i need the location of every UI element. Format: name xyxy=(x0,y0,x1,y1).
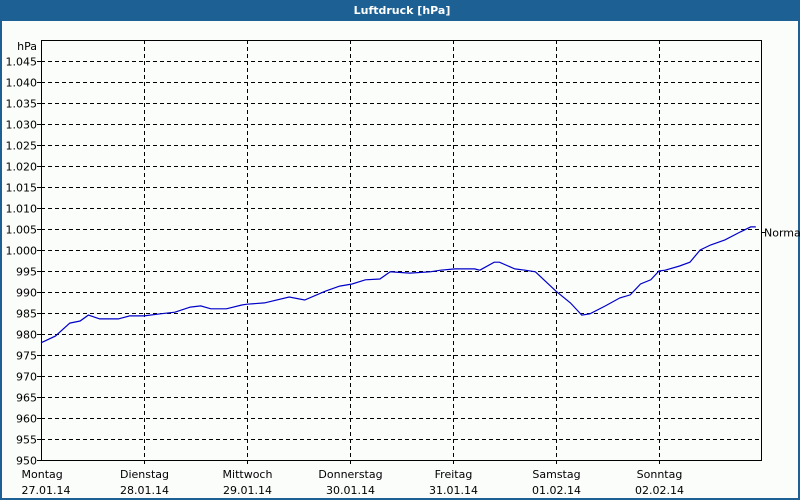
y-tick-label: 1.005 xyxy=(6,224,38,237)
x-tick-date-label: 30.01.14 xyxy=(326,484,375,497)
plot-area-border xyxy=(41,40,762,461)
x-tick-day-label: Montag xyxy=(22,468,63,481)
y-tick-label: 965 xyxy=(16,392,37,405)
y-tick-label: 1.025 xyxy=(6,140,38,153)
x-tick-day-label: Sonntag xyxy=(637,468,683,481)
x-tick-day-label: Samstag xyxy=(532,468,580,481)
y-tick-label: 985 xyxy=(16,308,37,321)
x-tick-date-label: 02.02.14 xyxy=(635,484,684,497)
y-tick-label: 970 xyxy=(16,371,37,384)
x-tick-day-label: Donnerstag xyxy=(318,468,382,481)
x-tick-date-label: 29.01.14 xyxy=(223,484,272,497)
y-tick-label: 1.015 xyxy=(6,182,38,195)
pressure-series-line xyxy=(40,226,756,344)
y-tick-label: 1.000 xyxy=(6,245,38,258)
y-tick-label: 990 xyxy=(16,287,37,300)
y-tick-label: 1.035 xyxy=(6,98,38,111)
x-tick-date-label: 31.01.14 xyxy=(429,484,478,497)
x-tick-date-label: 27.01.14 xyxy=(22,484,71,497)
y-tick-label: 950 xyxy=(16,455,37,468)
x-tick-day-label: Dienstag xyxy=(120,468,169,481)
y-tick-label: 955 xyxy=(16,434,37,447)
x-tick-day-label: Freitag xyxy=(435,468,473,481)
chart-title: Luftdruck [hPa] xyxy=(2,0,800,21)
x-tick-day-label: Mittwoch xyxy=(223,468,273,481)
y-tick-label: 960 xyxy=(16,413,37,426)
y-axis-unit-label: hPa xyxy=(17,40,37,53)
y-tick-label: 975 xyxy=(16,350,37,363)
y-tick-label: 980 xyxy=(16,329,37,342)
y-tick-label: 995 xyxy=(16,266,37,279)
y-tick-label: 1.020 xyxy=(6,161,38,174)
x-tick-date-label: 01.02.14 xyxy=(532,484,581,497)
x-tick-date-label: 28.01.14 xyxy=(120,484,169,497)
y-tick-label: 1.030 xyxy=(6,119,38,132)
y-tick-label: 1.045 xyxy=(6,56,38,69)
y-tick-label: 1.040 xyxy=(6,77,38,90)
normal-annotation-label: Normal xyxy=(764,227,800,240)
y-tick-label: 1.010 xyxy=(6,203,38,216)
